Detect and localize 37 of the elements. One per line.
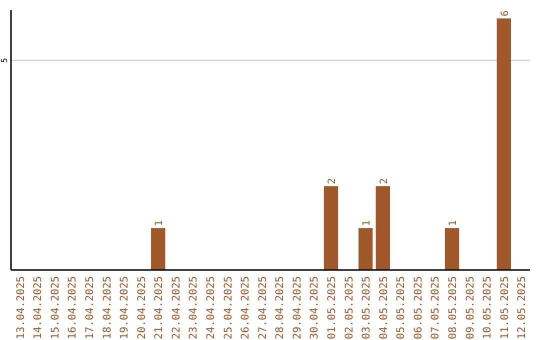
x-tick-label: 04.05.2025 bbox=[378, 276, 390, 340]
x-tick-label: 14.04.2025 bbox=[32, 276, 44, 340]
x-tick-label: 27.04.2025 bbox=[256, 276, 269, 340]
x-tick-label: 22.04.2025 bbox=[170, 276, 182, 340]
x-tick-label: 08.05.2025 bbox=[447, 276, 460, 340]
x-tick-label: 15.04.2025 bbox=[49, 276, 62, 340]
x-tick-label: 01.05.2025 bbox=[326, 276, 338, 340]
x-tick-label: 11.05.2025 bbox=[498, 276, 511, 340]
x-tick-label: 09.05.2025 bbox=[464, 276, 476, 340]
data-label: 2 bbox=[378, 178, 390, 184]
x-tick-label: 28.04.2025 bbox=[274, 276, 286, 340]
data-label: 1 bbox=[362, 220, 373, 226]
y-tick-label: 5 bbox=[0, 58, 9, 63]
x-tick-label: 05.05.2025 bbox=[395, 276, 408, 340]
x-tick-label: 06.05.2025 bbox=[412, 276, 424, 340]
x-tick-label: 16.04.2025 bbox=[66, 276, 79, 340]
x-tick-label: 29.04.2025 bbox=[291, 276, 304, 340]
x-tick-label: 12.05.2025 bbox=[516, 276, 528, 340]
x-tick-label: 25.04.2025 bbox=[222, 276, 234, 340]
data-label: 2 bbox=[327, 178, 338, 184]
x-tick-label: 17.04.2025 bbox=[84, 276, 96, 340]
x-tick-label: 13.04.2025 bbox=[14, 276, 27, 340]
data-label: 1 bbox=[154, 220, 166, 226]
x-tick-label: 30.04.2025 bbox=[308, 276, 321, 340]
x-tick-label: 18.04.2025 bbox=[101, 276, 114, 340]
x-tick-label: 19.04.2025 bbox=[118, 276, 131, 340]
x-tick-label: 07.05.2025 bbox=[430, 276, 442, 340]
x-tick-label: 20.04.2025 bbox=[136, 276, 148, 340]
data-label: 1 bbox=[448, 220, 460, 226]
x-tick-label: 26.04.2025 bbox=[240, 276, 252, 340]
x-tick-label: 23.04.2025 bbox=[188, 276, 200, 340]
data-label: 6 bbox=[500, 10, 511, 16]
x-tick-label: 03.05.2025 bbox=[360, 276, 373, 340]
x-tick-label: 24.04.2025 bbox=[204, 276, 217, 340]
x-tick-label: 02.05.2025 bbox=[343, 276, 356, 340]
x-tick-label: 10.05.2025 bbox=[482, 276, 494, 340]
x-tick-label: 21.04.2025 bbox=[153, 276, 166, 340]
